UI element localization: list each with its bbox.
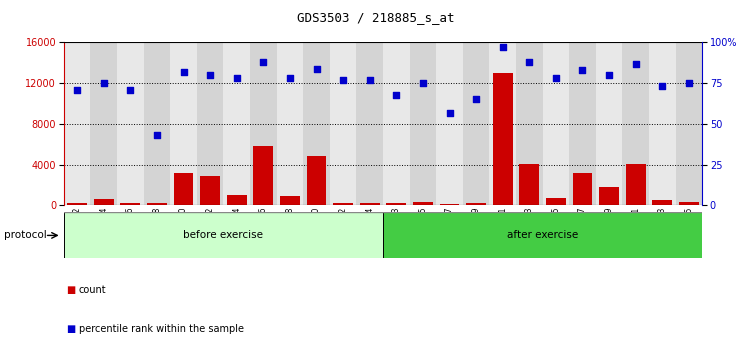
Bar bbox=[409, 42, 436, 205]
Point bbox=[577, 67, 589, 73]
Bar bbox=[173, 173, 194, 205]
Point bbox=[629, 61, 641, 67]
Bar bbox=[626, 164, 646, 205]
Bar bbox=[493, 73, 513, 205]
Point bbox=[125, 87, 137, 92]
Text: after exercise: after exercise bbox=[507, 230, 578, 240]
Bar bbox=[439, 204, 460, 205]
Bar bbox=[520, 164, 539, 205]
Point bbox=[177, 69, 189, 75]
Bar bbox=[333, 203, 353, 205]
Point bbox=[98, 80, 110, 86]
Bar bbox=[64, 42, 90, 205]
Bar bbox=[143, 42, 170, 205]
Point bbox=[231, 75, 243, 81]
Point bbox=[337, 77, 349, 83]
Point bbox=[258, 59, 270, 65]
Bar bbox=[197, 42, 224, 205]
Bar bbox=[224, 42, 250, 205]
Bar bbox=[413, 202, 433, 205]
Bar bbox=[516, 42, 543, 205]
Bar bbox=[386, 203, 406, 205]
Point bbox=[310, 66, 322, 72]
Point bbox=[523, 59, 535, 65]
Point bbox=[363, 77, 376, 83]
Bar bbox=[90, 42, 117, 205]
Bar bbox=[466, 203, 486, 205]
Bar bbox=[117, 42, 143, 205]
Bar bbox=[599, 187, 619, 205]
Text: percentile rank within the sample: percentile rank within the sample bbox=[79, 324, 244, 334]
Bar bbox=[64, 212, 383, 258]
Bar bbox=[543, 42, 569, 205]
Bar bbox=[250, 42, 276, 205]
Point bbox=[550, 75, 562, 81]
Point bbox=[71, 87, 83, 92]
Bar bbox=[653, 200, 672, 205]
Bar bbox=[649, 42, 676, 205]
Bar bbox=[330, 42, 357, 205]
Text: ■: ■ bbox=[66, 324, 75, 334]
Bar bbox=[490, 42, 516, 205]
Bar bbox=[67, 203, 87, 205]
Bar bbox=[303, 42, 330, 205]
Point bbox=[683, 80, 695, 86]
Point bbox=[284, 75, 296, 81]
Point bbox=[391, 92, 403, 97]
Bar bbox=[170, 42, 197, 205]
Bar bbox=[436, 42, 463, 205]
Text: ■: ■ bbox=[66, 285, 75, 295]
Point bbox=[496, 45, 508, 50]
Bar bbox=[383, 42, 409, 205]
Bar bbox=[679, 202, 699, 205]
Bar bbox=[306, 156, 327, 205]
Bar bbox=[569, 42, 596, 205]
Bar bbox=[360, 203, 380, 205]
Point bbox=[417, 80, 429, 86]
Text: count: count bbox=[79, 285, 107, 295]
Bar bbox=[280, 196, 300, 205]
Point bbox=[444, 110, 456, 115]
Bar bbox=[596, 42, 623, 205]
Bar bbox=[120, 203, 140, 205]
Point bbox=[603, 72, 615, 78]
Text: before exercise: before exercise bbox=[183, 230, 264, 240]
Point bbox=[656, 84, 668, 89]
Bar bbox=[253, 146, 273, 205]
Bar bbox=[546, 198, 566, 205]
Point bbox=[151, 132, 163, 138]
Bar bbox=[463, 42, 490, 205]
Text: GDS3503 / 218885_s_at: GDS3503 / 218885_s_at bbox=[297, 11, 454, 24]
Bar bbox=[676, 42, 702, 205]
Text: protocol: protocol bbox=[4, 230, 47, 240]
Bar bbox=[357, 42, 383, 205]
Point bbox=[204, 72, 216, 78]
Bar bbox=[572, 173, 593, 205]
Bar bbox=[147, 203, 167, 205]
Bar bbox=[383, 212, 702, 258]
Point bbox=[470, 97, 482, 102]
Bar bbox=[201, 176, 220, 205]
Bar bbox=[276, 42, 303, 205]
Bar bbox=[94, 199, 113, 205]
Bar bbox=[623, 42, 649, 205]
Bar bbox=[227, 195, 246, 205]
